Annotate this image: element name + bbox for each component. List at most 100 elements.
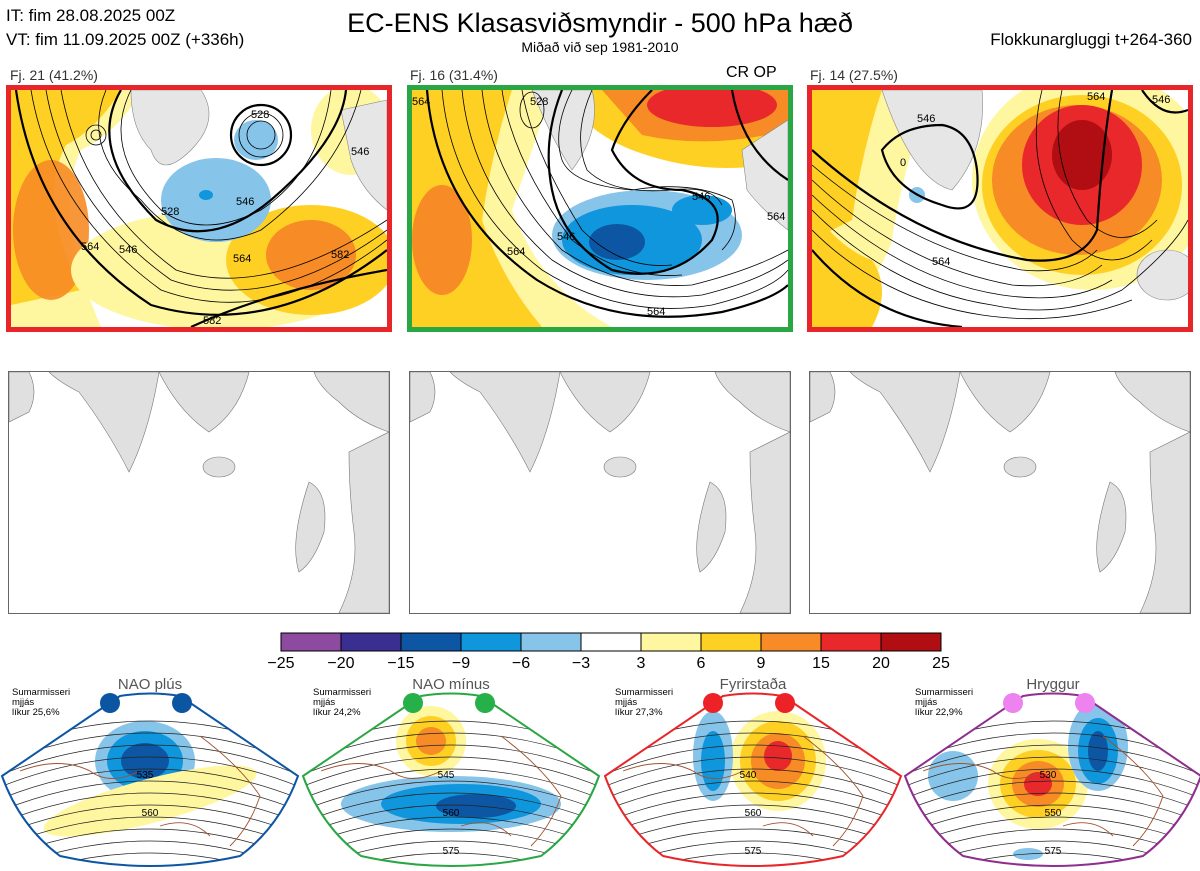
page-subtitle: Miðað við sep 1981-2010 bbox=[521, 39, 679, 55]
contour-label: 564 bbox=[932, 256, 950, 268]
colorbar-tick-label: 3 bbox=[636, 655, 646, 672]
contour-label: 546 bbox=[236, 196, 254, 208]
regime-note-line: mjjás bbox=[12, 697, 35, 708]
regime-note-line: líkur 24,2% bbox=[313, 707, 361, 718]
land-greenland bbox=[130, 90, 210, 166]
regime-contour bbox=[605, 804, 901, 836]
regime-anomaly bbox=[121, 743, 169, 779]
colorbar-tick-label: 6 bbox=[696, 655, 706, 672]
colorbar-swatch bbox=[760, 632, 822, 652]
initial-time: IT: fim 28.08.2025 00Z bbox=[6, 6, 176, 25]
colorbar-tick-label: −15 bbox=[387, 655, 415, 672]
contour-label: 546 bbox=[557, 231, 575, 243]
land-britain bbox=[1096, 481, 1127, 573]
contour-label: 546 bbox=[917, 113, 935, 125]
colorbar-swatch bbox=[280, 632, 342, 652]
regime-contour-label: 575 bbox=[745, 846, 762, 857]
cluster-1-map[interactable]: 528 546 564 546 528 564 582 546 582 bbox=[6, 85, 392, 332]
anomaly-gold-sw bbox=[812, 210, 882, 327]
regime-contour bbox=[905, 852, 1200, 866]
member-map-3[interactable] bbox=[809, 371, 1191, 614]
colorbar-tick-label: 9 bbox=[756, 655, 766, 672]
cluster-2-map[interactable]: 564 564 528 546 564 546 564 bbox=[407, 85, 793, 332]
regime-map[interactable]: 530 550 575 bbox=[903, 676, 1200, 871]
control-operational-marker: CR OP bbox=[726, 64, 777, 81]
regime-contour bbox=[2, 804, 298, 836]
regime-note-line: mjjás bbox=[313, 697, 336, 708]
contour-label: 528 bbox=[251, 109, 269, 121]
member-map-1[interactable] bbox=[8, 371, 390, 614]
regime-note: Sumarmisseri mjjás líkur 25,6% bbox=[12, 688, 92, 718]
regime-anomaly bbox=[764, 741, 792, 771]
cluster-3-map[interactable]: 546 564 546 0 564 bbox=[807, 85, 1193, 332]
regime-map[interactable]: 535 560 bbox=[0, 676, 300, 871]
land-iceland bbox=[603, 456, 637, 478]
regime-coastline bbox=[922, 735, 1164, 847]
regime-marker-dot bbox=[172, 693, 192, 713]
regime-outline bbox=[301, 692, 601, 867]
regime-note-line: Sumarmisseri bbox=[313, 687, 372, 698]
regime-contour-label: 575 bbox=[443, 846, 460, 857]
anomaly-red-north bbox=[647, 90, 777, 127]
cluster-2-svg: 564 564 528 546 564 546 564 bbox=[412, 90, 788, 327]
member-map-3-svg bbox=[810, 372, 1190, 613]
regime-contour bbox=[303, 852, 599, 866]
regime-contour bbox=[905, 792, 1200, 824]
colorbar-swatch bbox=[880, 632, 942, 652]
anomaly-lightblue bbox=[161, 158, 271, 242]
regime-contour bbox=[303, 768, 599, 800]
contour-label: 546 bbox=[692, 191, 710, 203]
regime-contour-label: 530 bbox=[1040, 770, 1057, 781]
colorbar-tick-label: 25 bbox=[932, 655, 950, 672]
land-greenland bbox=[531, 90, 595, 171]
anomaly-darkblue bbox=[589, 224, 645, 260]
regime-contour bbox=[303, 744, 599, 776]
contour-label: 564 bbox=[647, 306, 665, 318]
regime-note-line: mjjás bbox=[915, 697, 938, 708]
land-europe bbox=[1139, 431, 1190, 613]
anomaly-orange bbox=[412, 185, 472, 295]
colorbar-swatch bbox=[700, 632, 762, 652]
regime-outline bbox=[903, 692, 1200, 867]
regime-anomaly bbox=[701, 731, 725, 791]
contour-label: 564 bbox=[81, 241, 99, 253]
land-iceland bbox=[202, 456, 236, 478]
anomaly-orange-east bbox=[266, 220, 356, 290]
regime-note-line: líkur 22,9% bbox=[915, 707, 963, 718]
colorbar-swatch bbox=[580, 632, 642, 652]
regime-contour-label: 545 bbox=[438, 770, 455, 781]
regime-map[interactable]: 545 560 575 bbox=[301, 676, 601, 871]
colorbar-swatch bbox=[340, 632, 402, 652]
anomaly-gold bbox=[812, 90, 882, 240]
regime-anomaly bbox=[1024, 772, 1052, 796]
land-greenland bbox=[48, 372, 160, 473]
member-map-2[interactable] bbox=[409, 371, 791, 614]
regime-coastline bbox=[19, 735, 261, 847]
cluster-1-svg: 528 546 564 546 528 564 582 546 582 bbox=[11, 90, 387, 327]
regime-title: Hryggur bbox=[1026, 676, 1080, 693]
regime-coastline bbox=[320, 735, 562, 847]
land-greenland bbox=[881, 90, 983, 191]
cluster-3-label: Fj. 14 (27.5%) bbox=[810, 67, 898, 83]
regime-contour bbox=[905, 756, 1200, 788]
page-title: EC-ENS Klasasviðsmyndir - 500 hPa hæð bbox=[347, 8, 853, 38]
regime-map[interactable]: 540 560 575 bbox=[603, 676, 903, 871]
colorbar-swatch bbox=[460, 632, 522, 652]
regime-contour bbox=[2, 756, 298, 788]
contour-label: 564 bbox=[767, 211, 785, 223]
regime-contour bbox=[905, 768, 1200, 800]
anomaly-blue bbox=[199, 190, 213, 200]
colorbar-tick-label: 15 bbox=[812, 655, 830, 672]
regime-note-line: líkur 25,6% bbox=[12, 707, 60, 718]
regime-marker-dot bbox=[1075, 693, 1095, 713]
regime-contour bbox=[605, 816, 901, 848]
contour-label: 528 bbox=[530, 96, 548, 108]
contour-label: 564 bbox=[233, 253, 251, 265]
regime-contour bbox=[303, 756, 599, 788]
regime-title: NAO plús bbox=[117, 676, 183, 693]
colorbar-svg bbox=[280, 632, 942, 652]
regime-contour bbox=[303, 780, 599, 812]
regime-contour bbox=[303, 792, 599, 824]
regime-contour bbox=[905, 816, 1200, 848]
regime-contour bbox=[605, 768, 901, 800]
